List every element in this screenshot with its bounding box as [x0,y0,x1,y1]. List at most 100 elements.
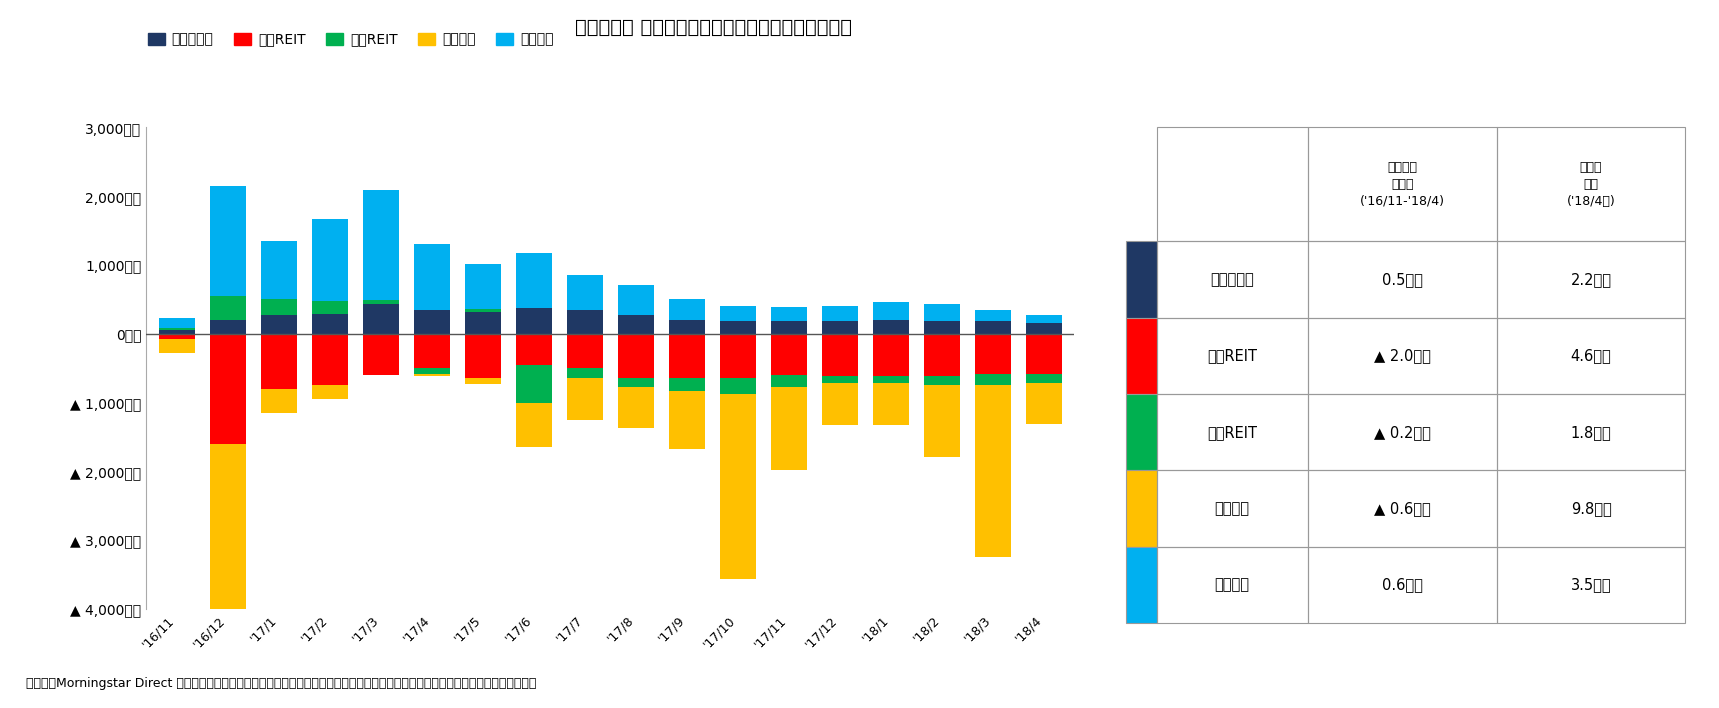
Text: 【図表３】 毎月分配型ファンドの資金流出入の推移: 【図表３】 毎月分配型ファンドの資金流出入の推移 [574,18,853,37]
Bar [464,312,500,333]
Bar [311,219,347,302]
Bar [414,244,450,309]
Bar [975,321,1011,333]
Bar [617,387,653,428]
Bar [516,333,552,365]
Bar [1126,470,1157,547]
Bar [210,296,246,320]
Bar [1157,318,1308,394]
Bar [1497,241,1685,318]
Bar [669,320,705,333]
Text: 外国REIT: 外国REIT [1207,348,1257,363]
Bar [669,379,705,391]
Bar [210,320,246,333]
Bar [1157,470,1308,547]
Bar [311,385,347,399]
Bar [873,377,909,383]
Bar [617,333,653,379]
Bar [567,368,603,379]
Bar [1126,241,1157,318]
Bar [1308,127,1497,241]
Bar [1157,547,1308,623]
Bar [822,306,858,321]
Bar [1308,241,1497,318]
Bar [261,314,297,333]
Bar [158,339,194,353]
Bar [363,190,399,300]
Bar [617,314,653,333]
Bar [1157,241,1308,318]
Bar [567,333,603,368]
Bar [822,383,858,425]
Bar [311,333,347,385]
Bar [1497,394,1685,470]
Bar [1308,394,1497,470]
Bar [261,241,297,299]
Bar [158,318,194,329]
Text: （資料）Morningstar Direct を用いて筆者作成。４月のみ推計値。なお、通貨選択型のファンドは除外している（円コースのみ含む）。: （資料）Morningstar Direct を用いて筆者作成。４月のみ推計値。… [26,678,536,690]
Bar [363,333,399,375]
Bar [669,391,705,450]
Bar [975,309,1011,321]
Bar [1157,127,1308,241]
Bar [464,333,500,379]
Text: 1.8兆円: 1.8兆円 [1571,425,1611,440]
Bar [1026,324,1062,333]
Bar [363,304,399,333]
Bar [770,387,806,470]
Bar [873,320,909,333]
Bar [516,365,552,403]
Bar [158,331,194,333]
Bar [873,333,909,377]
Bar [1126,318,1157,394]
Bar [1308,470,1497,547]
Bar [1126,394,1157,470]
Bar [1026,374,1062,382]
Text: 2.2兆円: 2.2兆円 [1571,272,1611,287]
Bar [1157,394,1308,470]
Bar [1308,318,1497,394]
Bar [822,321,858,333]
Text: 外国株式: 外国株式 [1215,578,1250,593]
Bar [464,264,500,309]
Bar [975,333,1011,374]
Bar [770,375,806,387]
Bar [975,385,1011,557]
Text: 累計資金
流出入
('16/11-'18/4): 累計資金 流出入 ('16/11-'18/4) [1360,161,1446,208]
Bar [311,302,347,314]
Bar [770,321,806,333]
Bar [923,304,959,321]
Bar [567,309,603,333]
Bar [414,368,450,374]
Bar [567,379,603,420]
Bar [1026,314,1062,324]
Bar [617,285,653,314]
Bar [720,394,756,579]
Bar [210,333,246,444]
Bar [923,384,959,457]
Bar [414,374,450,376]
Bar [720,321,756,333]
Bar [669,333,705,379]
Text: 純資産
残高
('18/4末): 純資産 残高 ('18/4末) [1566,161,1616,208]
Bar [1497,547,1685,623]
Bar [1308,547,1497,623]
Bar [720,379,756,394]
Bar [516,308,552,333]
Bar [261,333,297,389]
Bar [720,307,756,321]
Bar [822,333,858,377]
Text: 9.8兆円: 9.8兆円 [1571,501,1611,516]
Bar [669,299,705,320]
Text: 外国債券: 外国債券 [1215,501,1250,516]
Bar [770,307,806,321]
Bar [516,403,552,447]
Bar [770,333,806,375]
Bar [923,321,959,333]
Text: バランス型: バランス型 [1210,272,1253,287]
Bar [975,374,1011,385]
Text: 3.5兆円: 3.5兆円 [1571,578,1611,593]
Bar [414,333,450,368]
Bar [210,186,246,296]
Text: ▲ 0.6兆円: ▲ 0.6兆円 [1373,501,1430,516]
